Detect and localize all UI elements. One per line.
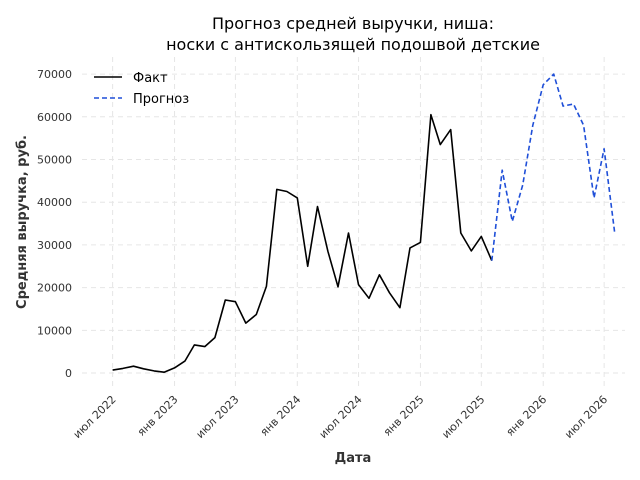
y-tick-label: 20000 xyxy=(37,282,72,295)
x-axis-label: Дата xyxy=(335,451,372,466)
y-tick-label: 60000 xyxy=(37,111,72,124)
y-axis-label: Средняя выручка, руб. xyxy=(15,135,30,309)
y-tick-label: 40000 xyxy=(37,196,72,209)
y-tick-label: 50000 xyxy=(37,154,72,167)
y-tick-label: 10000 xyxy=(37,324,72,337)
x-tick-label: июл 2026 xyxy=(562,393,610,441)
x-tick-label: июл 2022 xyxy=(71,393,119,441)
x-tick-label: июл 2024 xyxy=(317,393,365,441)
x-tick-label: янв 2025 xyxy=(381,393,427,439)
grid xyxy=(82,57,625,388)
x-tick-label: июл 2025 xyxy=(439,393,487,441)
y-tick-label: 70000 xyxy=(37,68,72,81)
x-tick-label: янв 2023 xyxy=(135,393,181,439)
y-axis-ticks: 0 10000 20000 30000 40000 50000 60000 70000 xyxy=(37,68,72,380)
x-tick-label: янв 2024 xyxy=(258,393,304,439)
legend: Факт Прогноз xyxy=(94,71,189,107)
legend-label-fact: Факт xyxy=(133,71,168,86)
x-tick-label: янв 2026 xyxy=(504,393,550,439)
x-axis-ticks: июл 2022 янв 2023 июл 2023 янв 2024 июл 2024… xyxy=(71,393,611,441)
chart-title-line-2: носки с антискользящей подошвой детские xyxy=(166,35,540,54)
y-tick-label: 0 xyxy=(65,367,72,380)
y-tick-label: 30000 xyxy=(37,239,72,252)
series-line-0 xyxy=(112,113,493,374)
series-lines xyxy=(112,73,616,374)
x-tick-label: июл 2023 xyxy=(193,393,241,441)
legend-label-forecast: Прогноз xyxy=(133,92,189,107)
series-line-1 xyxy=(491,73,616,261)
chart-title-line-1: Прогноз средней выручки, ниша: xyxy=(212,14,494,33)
